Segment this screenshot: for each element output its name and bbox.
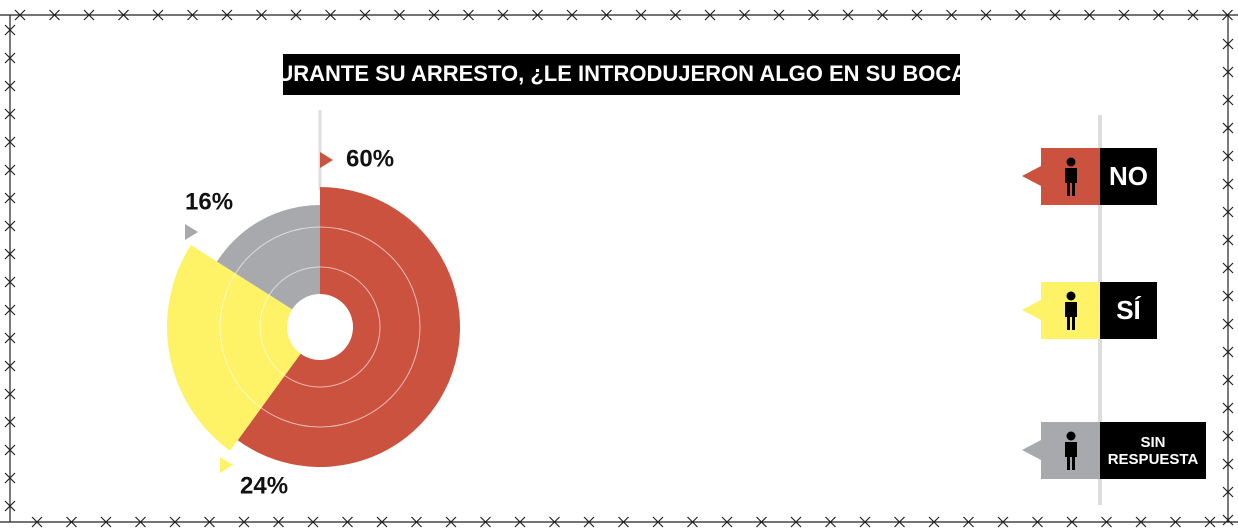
legend-swatch: [1041, 282, 1100, 339]
person-icon: [1061, 431, 1081, 471]
legend-label: SIN RESPUESTA: [1100, 422, 1206, 479]
page: DURANTE SU ARRESTO, ¿LE INTRODUJERON ALG…: [0, 0, 1238, 529]
legend-label: SÍ: [1100, 282, 1157, 339]
legend-item: NO: [1041, 148, 1157, 205]
label-marker: [320, 152, 333, 168]
label-marker: [220, 457, 233, 473]
legend-label: NO: [1100, 148, 1157, 205]
value-label: 24%: [240, 472, 288, 499]
legend-swatch: [1041, 422, 1100, 479]
legend-pointer: [1022, 440, 1041, 460]
person-icon: [1061, 157, 1081, 197]
value-label: 16%: [185, 188, 233, 215]
legend-pointer: [1022, 166, 1041, 186]
person-icon: [1061, 291, 1081, 331]
legend-pointer: [1022, 300, 1041, 320]
label-marker: [185, 224, 198, 240]
legend-item: SÍ: [1041, 282, 1157, 339]
chart-title: DURANTE SU ARRESTO, ¿LE INTRODUJERON ALG…: [261, 61, 980, 86]
legend-item: SIN RESPUESTA: [1041, 422, 1206, 479]
value-label: 60%: [346, 145, 394, 172]
legend-swatch: [1041, 148, 1100, 205]
